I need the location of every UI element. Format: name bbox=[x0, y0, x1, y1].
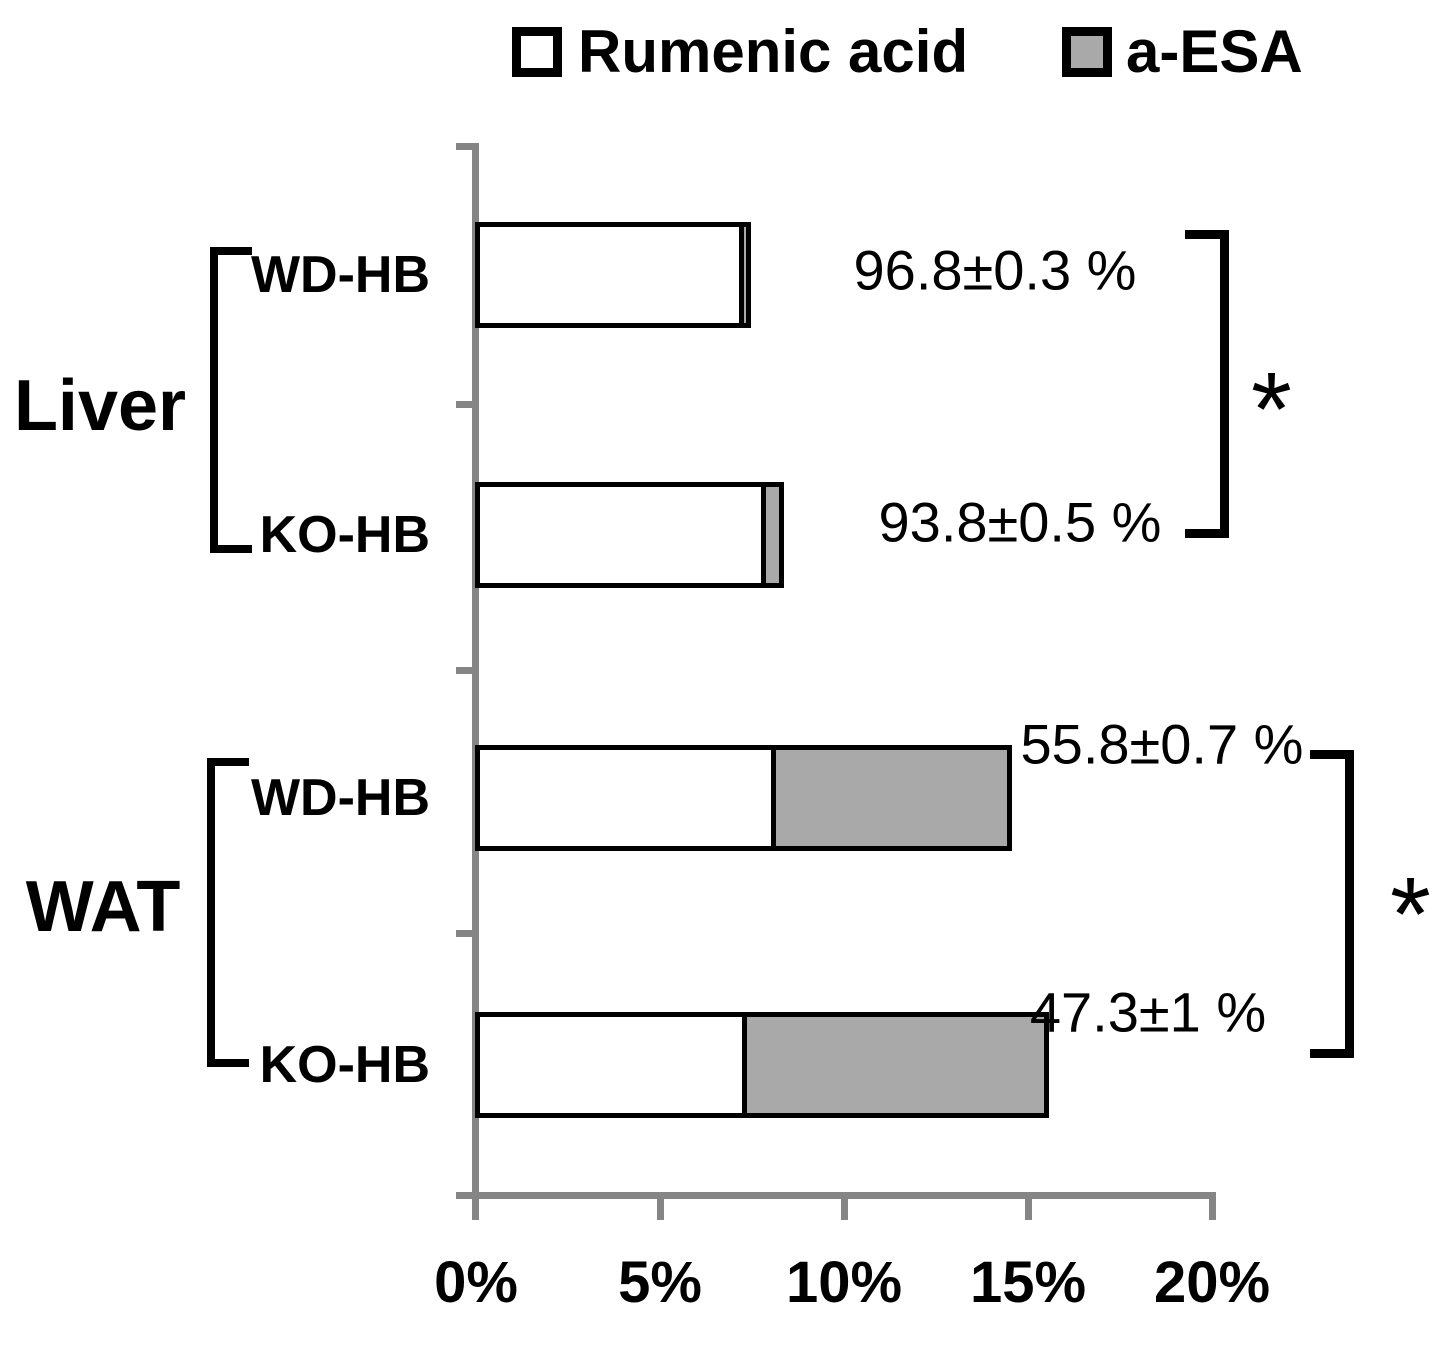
bar-label: WD-HB bbox=[250, 769, 430, 827]
legend-swatch-aesa bbox=[1062, 27, 1112, 77]
bar-label: KO-HB bbox=[259, 506, 430, 564]
x-axis-line bbox=[456, 1192, 1216, 1199]
annotation-liver-wd-hb: 96.8±0.3 % bbox=[853, 238, 1137, 302]
x-tick bbox=[657, 1192, 664, 1220]
x-tick-label: 10% bbox=[785, 1250, 903, 1315]
bar-segment-aesa bbox=[739, 227, 746, 323]
bar-label: WD-HB bbox=[250, 246, 430, 304]
x-tick-label: 0% bbox=[434, 1250, 518, 1315]
annotation-wat-wd-hb: 55.8±0.7 % bbox=[1020, 712, 1304, 776]
bar-segment-aesa bbox=[761, 487, 779, 583]
y-tick bbox=[456, 401, 476, 408]
annotation-liver-ko-hb: 93.8±0.5 % bbox=[878, 490, 1162, 554]
x-tick-label: 5% bbox=[618, 1250, 702, 1315]
bar-label: KO-HB bbox=[259, 1036, 430, 1094]
significance-asterisk-liver: * bbox=[1251, 351, 1292, 468]
significance-bracket-liver bbox=[1185, 230, 1229, 538]
y-tick bbox=[456, 143, 476, 150]
x-tick bbox=[472, 1192, 479, 1220]
annotation-wat-ko-hb: 47.3±1 % bbox=[1029, 980, 1267, 1044]
group-label-liver: Liver bbox=[13, 366, 187, 446]
legend-swatch-rumenic-acid bbox=[512, 27, 562, 77]
legend-label-rumenic-acid: Rumenic acid bbox=[578, 18, 969, 85]
x-tick-label: 20% bbox=[1153, 1250, 1271, 1315]
x-tick bbox=[1209, 1192, 1216, 1220]
x-tick-label: 15% bbox=[969, 1250, 1087, 1315]
bar-liver-ko-hb bbox=[475, 482, 784, 588]
bar-wat-ko-hb bbox=[475, 1012, 1049, 1118]
group-bracket-wat bbox=[207, 758, 249, 1067]
bar-segment-aesa bbox=[771, 750, 1007, 846]
significance-asterisk-wat: * bbox=[1390, 856, 1431, 973]
x-tick bbox=[841, 1192, 848, 1220]
y-tick bbox=[456, 930, 476, 937]
x-tick bbox=[1025, 1192, 1032, 1220]
bar-liver-wd-hb bbox=[475, 222, 751, 328]
legend-label-aesa: a-ESA bbox=[1126, 18, 1303, 85]
significance-bracket-wat bbox=[1310, 750, 1354, 1058]
group-label-wat: WAT bbox=[25, 867, 181, 947]
bar-wat-wd-hb bbox=[475, 745, 1012, 851]
group-bracket-liver bbox=[210, 247, 252, 553]
bar-segment-aesa bbox=[742, 1017, 1044, 1113]
y-tick bbox=[456, 667, 476, 674]
